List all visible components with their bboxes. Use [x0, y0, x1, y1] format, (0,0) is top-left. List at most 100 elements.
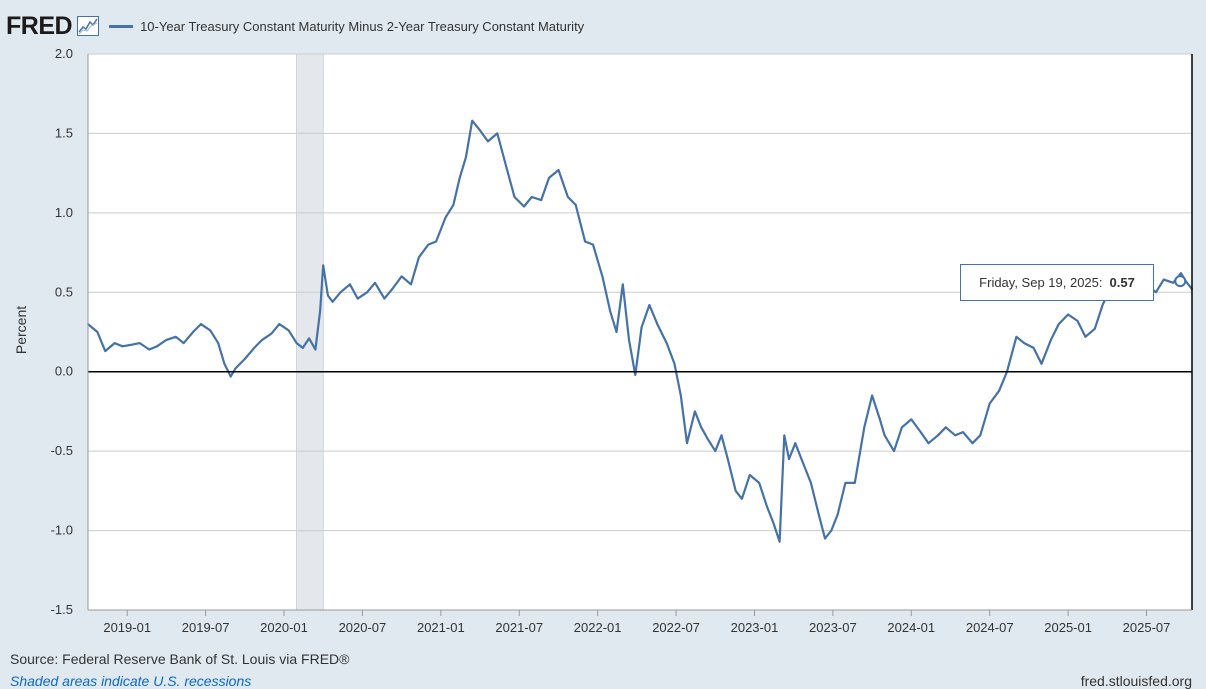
data-point-60 — [566, 196, 569, 198]
tick-labels: 2.0 1.5 1.0 0.5 0.0 -0.5 -1.0 -1.5 2019-01 2019-0… — [51, 46, 1171, 635]
tooltip-date: Friday, Sep 19, 2025: — [979, 275, 1103, 290]
data-point-124 — [1057, 323, 1060, 325]
fred-logo[interactable]: FRED — [6, 11, 73, 40]
data-point-64 — [601, 275, 604, 278]
data-point-1 — [96, 331, 99, 333]
data-point-116 — [988, 402, 991, 405]
marker-group — [1174, 275, 1187, 288]
data-point-2 — [104, 350, 107, 352]
y-tick-label-4: 0.0 — [55, 364, 73, 379]
data-point-98 — [836, 513, 839, 516]
data-point-56 — [530, 196, 533, 198]
x-tick-label-9: 2023-07 — [809, 620, 857, 635]
data-point-28 — [314, 348, 317, 351]
x-tick-label-1: 2019-07 — [182, 620, 230, 635]
data-point-70 — [640, 326, 643, 329]
data-point-117 — [998, 389, 1001, 392]
data-point-94 — [810, 482, 812, 484]
data-point-61 — [574, 204, 577, 206]
data-point-67 — [621, 283, 624, 286]
x-tick-label-0: 2019-01 — [103, 620, 151, 635]
data-point-18 — [234, 367, 237, 370]
data-point-82 — [726, 458, 729, 460]
data-point-87 — [766, 505, 768, 508]
data-point-138 — [1180, 272, 1182, 275]
data-point-27 — [308, 337, 311, 340]
data-point-15 — [217, 342, 220, 345]
data-point-43 — [427, 243, 430, 246]
data-point-88 — [772, 521, 775, 524]
data-point-74 — [673, 362, 676, 365]
data-point-72 — [656, 323, 659, 325]
data-point-80 — [714, 450, 717, 453]
data-point-53 — [505, 167, 508, 170]
data-point-62 — [584, 240, 587, 243]
data-point-11 — [182, 342, 185, 345]
data-point-114 — [971, 442, 974, 445]
data-point-31 — [327, 294, 329, 297]
data-point-112 — [954, 434, 957, 437]
data-point-52 — [496, 132, 499, 135]
data-point-5 — [131, 343, 133, 346]
data-point-66 — [615, 331, 618, 333]
data-point-37 — [374, 281, 376, 284]
data-point-95 — [817, 513, 820, 516]
data-point-89 — [778, 540, 781, 543]
data-point-32 — [331, 300, 334, 303]
data-point-12 — [192, 331, 194, 333]
data-point-90 — [783, 434, 786, 437]
data-point-137 — [1172, 281, 1175, 284]
data-point-23 — [278, 323, 281, 325]
data-point-78 — [700, 426, 703, 429]
legend[interactable]: 10-Year Treasury Constant Maturity Minus… — [109, 19, 584, 34]
chart-header: FRED 10-Year Treasury Constant Maturity … — [6, 11, 584, 41]
data-point-100 — [853, 482, 856, 484]
data-point-16 — [223, 362, 226, 365]
data-point-119 — [1015, 335, 1018, 338]
x-tick-label-11: 2024-07 — [966, 620, 1014, 635]
axes — [87, 54, 1193, 616]
recession-note-link[interactable]: Shaded areas indicate U.S. recessions — [10, 673, 252, 689]
data-point-135 — [1155, 291, 1157, 294]
data-point-49 — [471, 119, 474, 122]
data-point-38 — [383, 297, 386, 300]
data-point-127 — [1084, 335, 1087, 338]
data-point-4 — [121, 345, 124, 348]
data-point-128 — [1093, 327, 1096, 330]
x-tick-label-2: 2020-01 — [260, 620, 308, 635]
data-point-29 — [319, 310, 321, 313]
data-point-109 — [927, 442, 930, 445]
y-axis-title: Percent — [13, 305, 29, 355]
data-point-35 — [356, 297, 359, 300]
data-point-105 — [893, 450, 895, 453]
data-point-126 — [1076, 319, 1079, 322]
data-point-106 — [900, 426, 903, 429]
data-point-20 — [253, 346, 256, 349]
data-point-34 — [348, 283, 351, 286]
line-chart-icon[interactable] — [77, 16, 100, 36]
data-point-57 — [540, 199, 543, 202]
data-point-97 — [830, 529, 833, 532]
data-point-7 — [148, 348, 151, 351]
hover-tooltip: Friday, Sep 19, 2025: 0.57 — [960, 264, 1154, 301]
x-tick-label-12: 2025-01 — [1044, 620, 1092, 635]
data-point-121 — [1032, 346, 1035, 349]
data-point-42 — [417, 256, 420, 259]
data-point-75 — [679, 394, 682, 397]
tooltip-value: 0.57 — [1109, 275, 1135, 290]
data-point-122 — [1040, 362, 1043, 365]
data-point-96 — [824, 537, 826, 540]
data-point-40 — [400, 275, 403, 278]
data-point-125 — [1067, 313, 1070, 316]
data-point-10 — [174, 335, 177, 338]
data-point-120 — [1023, 342, 1026, 345]
data-point-30 — [322, 264, 325, 267]
hover-marker — [1174, 275, 1187, 288]
site-link[interactable]: fred.stlouisfed.org — [1080, 673, 1192, 689]
data-point-108 — [919, 431, 922, 433]
data-point-45 — [444, 216, 447, 219]
data-point-19 — [243, 358, 246, 360]
data-point-51 — [486, 140, 489, 143]
data-point-47 — [458, 177, 461, 179]
